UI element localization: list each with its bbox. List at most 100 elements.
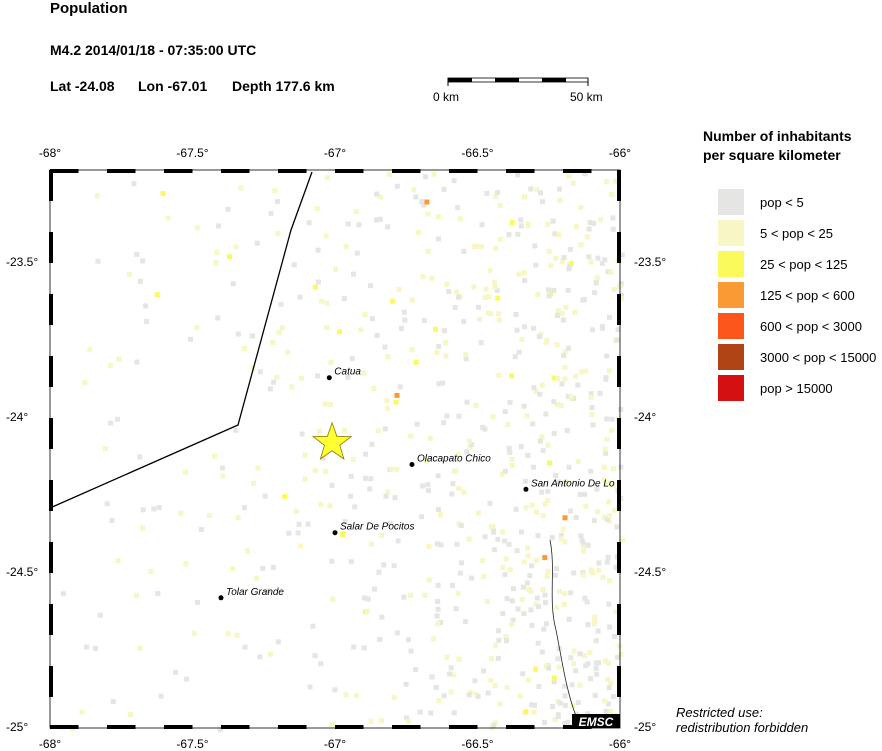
population-cell bbox=[438, 512, 443, 518]
population-cell bbox=[429, 275, 435, 281]
population-cell bbox=[225, 206, 231, 212]
frame-tick bbox=[617, 666, 621, 697]
population-cell bbox=[140, 507, 146, 513]
population-cell bbox=[351, 644, 357, 650]
population-cell bbox=[543, 621, 549, 627]
population-cell bbox=[392, 495, 398, 501]
population-cell bbox=[385, 354, 391, 360]
population-cell bbox=[542, 501, 548, 507]
population-cell bbox=[345, 374, 351, 380]
population-cell bbox=[463, 356, 469, 362]
population-cell bbox=[495, 189, 500, 195]
population-cell bbox=[593, 638, 599, 644]
population-cell bbox=[379, 718, 384, 724]
population-cell bbox=[509, 463, 515, 468]
population-cell bbox=[583, 368, 589, 374]
population-cell bbox=[178, 510, 184, 516]
population-cell bbox=[354, 693, 360, 699]
notice-line2: redistribution forbidden bbox=[676, 720, 809, 735]
population-cell bbox=[353, 209, 359, 215]
population-cell bbox=[558, 403, 564, 408]
population-cell bbox=[488, 677, 494, 683]
legend-swatch bbox=[718, 220, 744, 246]
frame-tick bbox=[50, 725, 79, 729]
population-cell bbox=[584, 234, 590, 240]
population-cell bbox=[374, 191, 380, 197]
population-cell bbox=[487, 501, 493, 506]
population-cell bbox=[496, 317, 502, 323]
population-cell bbox=[394, 183, 400, 189]
population-cell bbox=[562, 515, 568, 521]
population-cell bbox=[601, 514, 607, 520]
population-cell bbox=[513, 506, 519, 512]
population-cell bbox=[356, 222, 362, 228]
population-cell bbox=[588, 394, 594, 400]
population-cell bbox=[607, 578, 613, 584]
population-cell bbox=[107, 362, 113, 368]
city-marker: San Antonio De Lo bbox=[523, 478, 615, 492]
population-cell bbox=[522, 324, 528, 330]
population-cell bbox=[324, 175, 330, 181]
population-cell bbox=[563, 304, 569, 310]
population-cell bbox=[561, 255, 567, 260]
population-cell bbox=[471, 284, 477, 290]
population-cell bbox=[496, 628, 501, 634]
population-cell bbox=[521, 559, 527, 565]
population-cell bbox=[425, 248, 431, 254]
legend-label: 3000 < pop < 15000 bbox=[760, 349, 877, 365]
population-cell bbox=[550, 218, 556, 224]
population-cell bbox=[562, 702, 568, 708]
population-cell bbox=[534, 509, 539, 515]
population-cell bbox=[500, 564, 506, 570]
population-cell bbox=[251, 480, 257, 486]
population-cell bbox=[225, 631, 231, 637]
population-cell bbox=[534, 595, 540, 601]
population-cell bbox=[441, 420, 447, 426]
legend-item: 600 < pop < 3000 bbox=[718, 313, 862, 339]
population-cell bbox=[575, 459, 581, 464]
event-lon: Lon -67.01 bbox=[138, 78, 208, 94]
population-cell bbox=[609, 416, 615, 422]
city-label: Tolar Grande bbox=[226, 587, 284, 598]
population-cell bbox=[102, 446, 108, 452]
population-cell bbox=[533, 557, 539, 563]
population-cell bbox=[592, 618, 598, 624]
population-cell bbox=[383, 493, 389, 499]
population-cell bbox=[144, 319, 150, 324]
population-cell bbox=[409, 347, 415, 353]
population-cell bbox=[549, 535, 555, 540]
population-cell bbox=[448, 689, 454, 695]
population-cell bbox=[510, 617, 516, 623]
population-cell bbox=[566, 616, 572, 622]
population-cell bbox=[568, 508, 573, 514]
city-dot-icon bbox=[326, 375, 332, 381]
population-cell bbox=[481, 574, 487, 579]
population-cell bbox=[413, 359, 419, 365]
population-cell bbox=[535, 533, 541, 539]
population-cell bbox=[302, 452, 308, 458]
population-cell bbox=[606, 701, 611, 707]
population-cell bbox=[575, 382, 581, 388]
legend-label: pop < 5 bbox=[760, 194, 804, 210]
legend-label: 600 < pop < 3000 bbox=[760, 318, 862, 334]
frame-tick bbox=[50, 169, 79, 173]
population-cell bbox=[363, 451, 369, 457]
population-cell bbox=[527, 573, 533, 579]
population-cell bbox=[402, 317, 408, 323]
population-cell bbox=[126, 272, 132, 278]
population-cell bbox=[457, 570, 463, 576]
population-cell bbox=[588, 676, 593, 682]
population-cell bbox=[590, 327, 595, 333]
population-cell bbox=[577, 682, 583, 688]
population-cell bbox=[521, 270, 527, 276]
population-cell bbox=[556, 232, 562, 238]
population-cell bbox=[299, 375, 305, 381]
population-cell bbox=[441, 186, 447, 192]
population-cell bbox=[434, 613, 440, 619]
population-cell bbox=[602, 257, 608, 263]
population-cell bbox=[596, 567, 602, 573]
population-cell bbox=[368, 719, 374, 725]
population-cell bbox=[472, 244, 477, 250]
population-cell bbox=[589, 412, 595, 418]
population-cell bbox=[618, 464, 624, 470]
